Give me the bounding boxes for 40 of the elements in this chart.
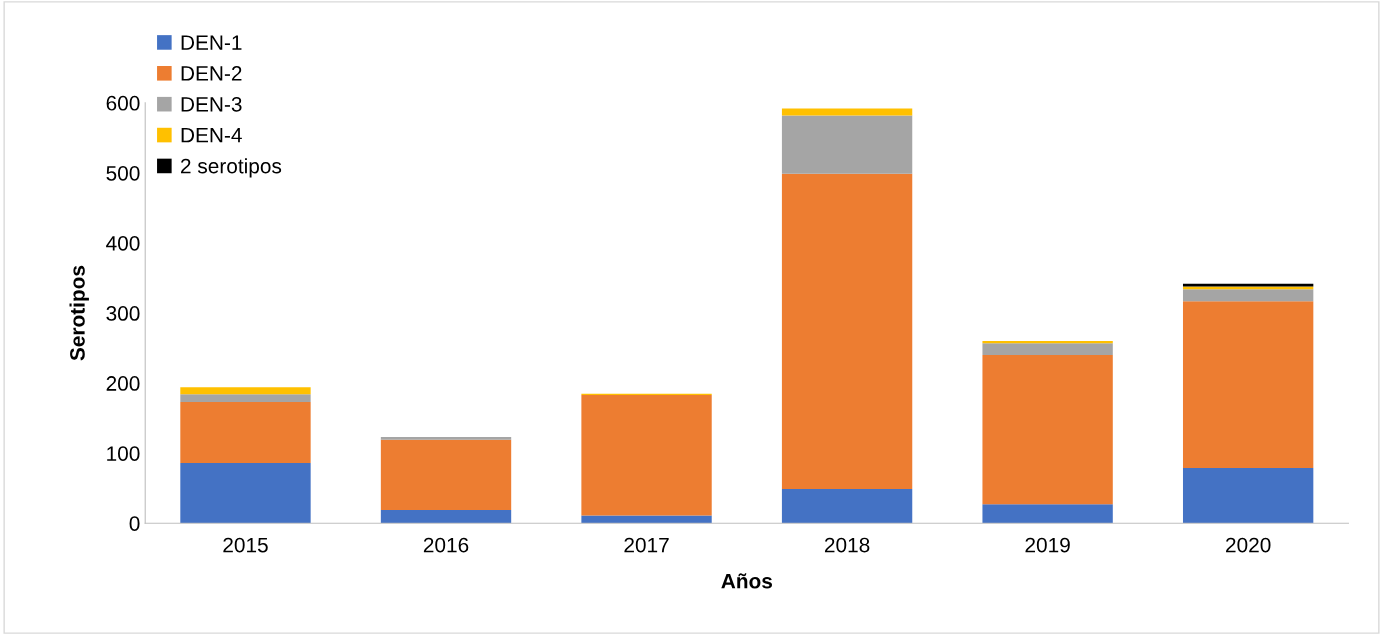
legend-label: DEN-4	[181, 128, 242, 143]
y-tick-label: 0	[129, 516, 140, 531]
bar	[982, 355, 1113, 505]
bar	[781, 108, 913, 116]
bar	[781, 115, 913, 174]
bar	[180, 462, 311, 524]
bar	[982, 504, 1113, 524]
x-tick-label: 2018	[824, 537, 870, 553]
legend-label: DEN-1	[181, 35, 242, 50]
x-tick-label: 2016	[423, 537, 469, 553]
legend-label: DEN-3	[181, 96, 242, 112]
bar	[781, 488, 913, 524]
bar	[380, 509, 512, 524]
y-tick-label: 600	[106, 95, 140, 111]
x-tick-label: 2017	[624, 537, 669, 553]
x-tick-label: 2019	[1025, 537, 1070, 553]
bar	[180, 402, 311, 463]
bar	[180, 387, 311, 395]
bar	[380, 437, 512, 440]
y-tick-label: 400	[106, 235, 140, 251]
bar	[982, 343, 1113, 356]
y-tick-label: 500	[106, 165, 140, 181]
legend-label: DEN-2	[181, 66, 242, 81]
y-tick-label: 200	[106, 376, 140, 391]
y-axis-title: Serotipos	[69, 265, 89, 361]
bar	[1182, 301, 1314, 468]
bar	[581, 395, 712, 516]
x-tick-label: 2020	[1226, 537, 1271, 553]
x-tick-label: 2015	[223, 537, 268, 553]
bar	[180, 394, 311, 403]
y-tick-label: 100	[107, 446, 140, 461]
bar	[581, 515, 712, 524]
legend-label: 2 serotipos	[181, 158, 282, 178]
bar	[982, 341, 1113, 344]
y-tick-label: 300	[106, 306, 140, 321]
bar	[380, 439, 512, 510]
bar	[1182, 467, 1314, 524]
x-axis-title: Años	[721, 573, 773, 589]
bar	[781, 173, 913, 489]
bar	[1182, 289, 1314, 302]
